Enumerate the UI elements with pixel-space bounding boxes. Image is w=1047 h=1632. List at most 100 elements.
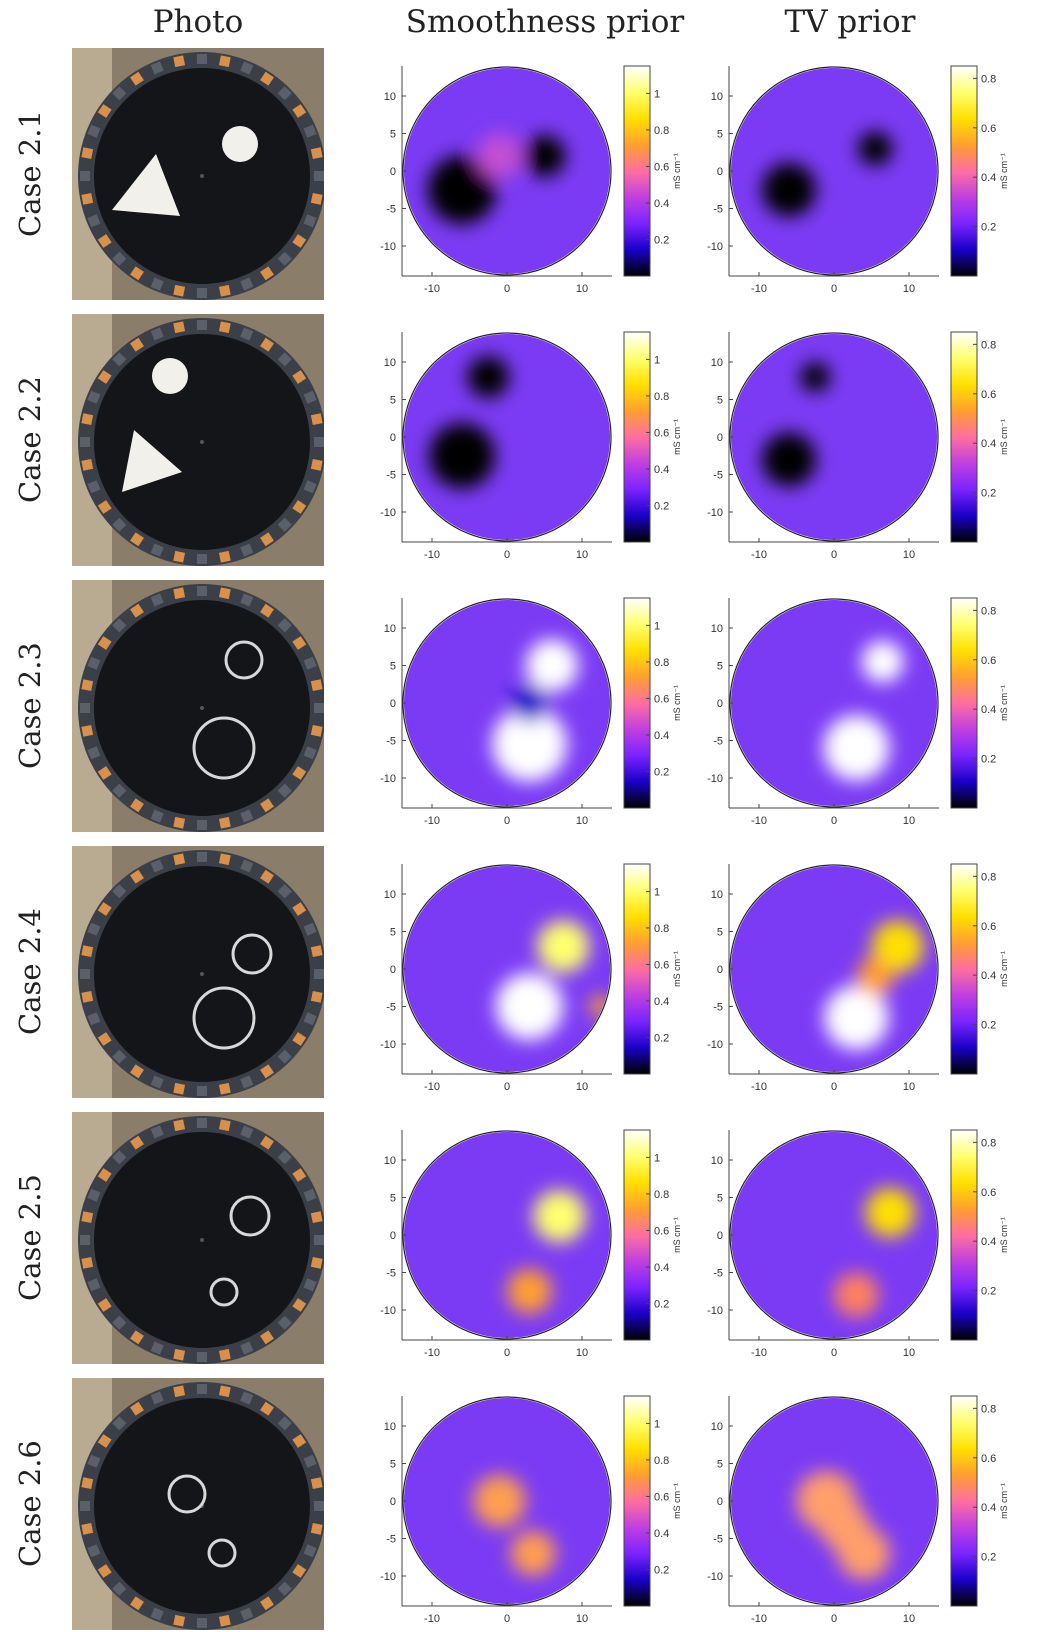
- y-tick-label: 10: [711, 1421, 723, 1433]
- tv-prior-panel: -10 0 10 10 5 0 -5 -10 0.8 0.6 0.4 0.2 mS cm⁻¹: [695, 1386, 1009, 1632]
- colorbar: [623, 1129, 651, 1341]
- smoothness-prior-panel: -10 0 10 10 5 0 -5 -10 1 0.8 0.6 0.4 0.2 mS cm⁻¹: [368, 1386, 682, 1632]
- x-tick-label: 10: [576, 1347, 588, 1359]
- colorbar-tick-label: 0.4: [981, 1236, 996, 1248]
- colorbar-tick-label: 0.6: [654, 1491, 669, 1503]
- x-tick-label: -10: [751, 1613, 767, 1625]
- colorbar-tick-label: 0.2: [981, 222, 996, 234]
- inclusion-blob: [856, 957, 894, 996]
- colorbar-tick-label: 0.6: [654, 693, 669, 705]
- colorbar-tick-label: 0.2: [981, 1286, 996, 1298]
- y-tick-label: 10: [384, 1421, 396, 1433]
- y-tick-label: 10: [384, 1155, 396, 1167]
- colorbar-tick-label: 0.6: [981, 123, 996, 135]
- colorbar-unit-label: mS cm⁻¹: [999, 951, 1009, 987]
- y-tick-label: 10: [711, 623, 723, 635]
- colorbar-tick-label: 1: [654, 1152, 660, 1164]
- y-tick-label: -10: [707, 1571, 723, 1583]
- case-label: Case 2.5: [13, 1174, 47, 1302]
- x-tick-label: -10: [424, 1613, 440, 1625]
- case-label: Case 2.2: [13, 376, 47, 504]
- colorbar-tick-label: 0.4: [981, 438, 996, 450]
- y-tick-label: -10: [707, 773, 723, 785]
- colorbar-tick-label: 0.4: [654, 996, 669, 1008]
- inclusion-blob: [858, 131, 893, 166]
- y-tick-label: -5: [386, 736, 396, 748]
- colorbar-tick-label: 0.8: [981, 1137, 996, 1149]
- inclusion-blob: [824, 985, 889, 1050]
- colorbar-tick-label: 0.4: [654, 198, 669, 210]
- y-tick-label: 5: [390, 1193, 396, 1205]
- conductivity-disc: [731, 1132, 937, 1338]
- tank-photo: [72, 1378, 324, 1630]
- y-tick-label: 0: [390, 1496, 396, 1508]
- y-tick-label: 5: [717, 129, 723, 141]
- y-tick-label: -10: [380, 773, 396, 785]
- x-tick-label: -10: [424, 549, 440, 561]
- x-tick-label: 10: [903, 815, 915, 827]
- y-tick-label: -5: [713, 1268, 723, 1280]
- tv-prior-panel: -10 0 10 10 5 0 -5 -10 0.8 0.6 0.4 0.2 mS cm⁻¹: [695, 588, 1009, 834]
- y-tick-label: -5: [713, 736, 723, 748]
- x-tick-label: -10: [424, 283, 440, 295]
- colorbar-tick-label: 0.2: [654, 1564, 669, 1576]
- colorbar: [950, 863, 978, 1075]
- y-tick-label: 0: [390, 432, 396, 444]
- smoothness-prior-panel: -10 0 10 10 5 0 -5 -10 1 0.8 0.6 0.4 0.2 mS cm⁻¹: [368, 588, 682, 834]
- conductivity-disc: [404, 334, 610, 540]
- x-tick-label: 0: [504, 815, 510, 827]
- x-tick-label: 10: [903, 1081, 915, 1093]
- colorbar-tick-label: 0.2: [981, 1020, 996, 1032]
- y-tick-label: -5: [386, 1268, 396, 1280]
- colorbar-unit-label: mS cm⁻¹: [672, 1483, 682, 1519]
- inclusion-blob: [533, 1190, 586, 1243]
- header-photo: Photo: [152, 4, 244, 40]
- colorbar-tick-label: 0.4: [654, 464, 669, 476]
- y-tick-label: -5: [386, 470, 396, 482]
- conductivity-disc: [731, 68, 937, 274]
- colorbar-tick-label: 0.6: [981, 655, 996, 667]
- smoothness-prior-panel: -10 0 10 10 5 0 -5 -10 1 0.8 0.6 0.4 0.2 mS cm⁻¹: [368, 854, 682, 1100]
- y-tick-label: 5: [390, 1459, 396, 1471]
- y-tick-label: -5: [386, 1534, 396, 1546]
- colorbar-tick-label: 0.2: [654, 766, 669, 778]
- colorbar-tick-label: 0.2: [654, 1032, 669, 1044]
- y-tick-label: -5: [386, 1002, 396, 1014]
- x-tick-label: -10: [751, 1081, 767, 1093]
- header-tv-prior: TV prior: [784, 4, 916, 40]
- colorbar-tick-label: 1: [654, 88, 660, 100]
- x-tick-label: 10: [576, 815, 588, 827]
- colorbar-tick-label: 0.4: [654, 730, 669, 742]
- y-tick-label: 0: [390, 166, 396, 178]
- colorbar-tick-label: 0.6: [981, 1187, 996, 1199]
- y-tick-label: 0: [717, 698, 723, 710]
- colorbar-tick-label: 0.6: [981, 921, 996, 933]
- y-tick-label: -10: [380, 241, 396, 253]
- colorbar-tick-label: 0.8: [981, 871, 996, 883]
- colorbar-unit-label: mS cm⁻¹: [672, 419, 682, 455]
- colorbar-tick-label: 0.8: [981, 605, 996, 617]
- colorbar-tick-label: 0.2: [981, 754, 996, 766]
- colorbar-tick-label: 0.8: [654, 1189, 669, 1201]
- y-tick-label: -10: [380, 1571, 396, 1583]
- y-tick-label: 10: [384, 91, 396, 103]
- smoothness-prior-panel: -10 0 10 10 5 0 -5 -10 1 0.8 0.6 0.4 0.2 mS cm⁻¹: [368, 56, 682, 302]
- x-tick-label: 10: [576, 549, 588, 561]
- y-tick-label: -5: [713, 1534, 723, 1546]
- colorbar-tick-label: 0.6: [654, 1225, 669, 1237]
- colorbar: [623, 65, 651, 277]
- colorbar-tick-label: 0.2: [654, 234, 669, 246]
- inclusion-blob: [477, 133, 522, 179]
- y-tick-label: -5: [386, 204, 396, 216]
- inclusion-blob: [861, 640, 904, 683]
- case-label: Case 2.1: [13, 110, 47, 238]
- y-tick-label: 10: [711, 357, 723, 369]
- colorbar: [623, 1395, 651, 1607]
- y-tick-label: 0: [717, 1496, 723, 1508]
- inclusion-blob: [871, 920, 924, 973]
- colorbar-tick-label: 0.6: [981, 1453, 996, 1465]
- colorbar-tick-label: 0.2: [654, 1298, 669, 1310]
- smoothness-prior-panel: -10 0 10 10 5 0 -5 -10 1 0.8 0.6 0.4 0.2 mS cm⁻¹: [368, 322, 682, 568]
- colorbar-unit-label: mS cm⁻¹: [672, 685, 682, 721]
- tv-prior-panel: -10 0 10 10 5 0 -5 -10 0.8 0.6 0.4 0.2 mS cm⁻¹: [695, 1120, 1009, 1366]
